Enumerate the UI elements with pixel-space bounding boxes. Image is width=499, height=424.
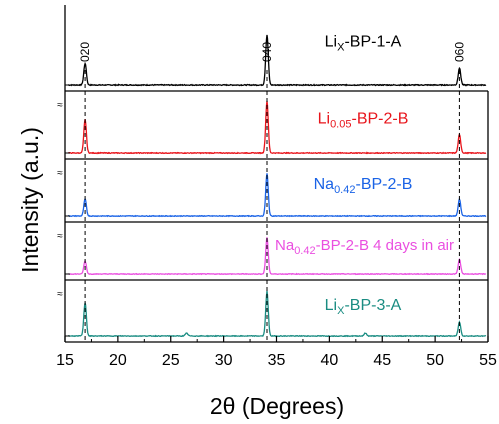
reference-label-040: 040 bbox=[260, 42, 274, 62]
x-tick-label-30: 30 bbox=[215, 352, 233, 369]
reference-label-020: 020 bbox=[78, 42, 92, 62]
x-tick-label-15: 15 bbox=[56, 352, 74, 369]
axis-break-1: ≈ bbox=[57, 100, 63, 111]
series-trace-1 bbox=[68, 34, 487, 87]
x-tick-label-25: 25 bbox=[162, 352, 180, 369]
y-axis-label: Intensity (a.u.) bbox=[17, 127, 43, 273]
x-tick-label-55: 55 bbox=[479, 352, 497, 369]
series-label-1: LiX-BP-1-A bbox=[325, 33, 402, 53]
series-label-3: Na0.42-BP-2-B bbox=[314, 176, 413, 196]
x-tick-label-40: 40 bbox=[320, 352, 338, 369]
series-trace-3 bbox=[67, 173, 487, 218]
series-trace-4 bbox=[67, 237, 487, 276]
series-label-2: Li0.05-BP-2-B bbox=[318, 111, 409, 131]
panels-layer: LiX-BP-1-A Li0.05-BP-2-B Na0.42-BP-2-B Na0.… bbox=[57, 33, 488, 342]
x-tick-label-45: 45 bbox=[373, 352, 391, 369]
x-axis-label: 2θ (Degrees) bbox=[210, 393, 344, 419]
x-tick-label-50: 50 bbox=[426, 352, 444, 369]
x-tick-label-20: 20 bbox=[109, 352, 127, 369]
series-trace-5 bbox=[67, 290, 487, 338]
reference-label-060: 060 bbox=[452, 42, 466, 62]
x-tick-label-35: 35 bbox=[268, 352, 286, 369]
axes-layer: 2θ (Degrees) Intensity (a.u.) 020 040 060 1… bbox=[17, 5, 497, 419]
axis-break-2: ≈ bbox=[57, 168, 63, 179]
series-trace-2 bbox=[67, 101, 487, 155]
axis-break-3: ≈ bbox=[57, 231, 63, 242]
series-label-5: LiX-BP-3-A bbox=[325, 297, 402, 317]
series-label-4: Na0.42-BP-2-B 4 days in air bbox=[275, 237, 454, 257]
axis-break-4: ≈ bbox=[57, 289, 63, 300]
